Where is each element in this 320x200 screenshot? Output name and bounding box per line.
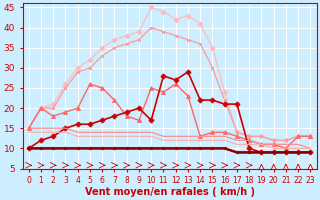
X-axis label: Vent moyen/en rafales ( km/h ): Vent moyen/en rafales ( km/h ) — [84, 187, 255, 197]
